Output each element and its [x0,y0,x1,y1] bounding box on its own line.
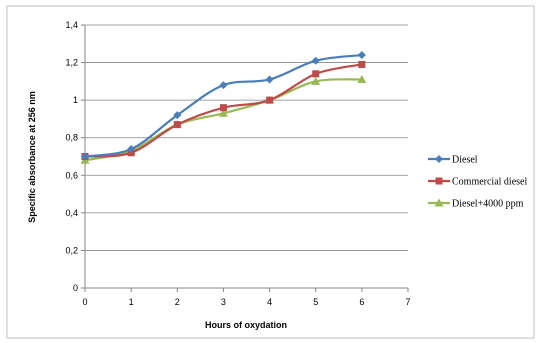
data-point [173,121,181,129]
data-point [219,104,227,112]
y-tick-labels: 0 0,2 0,4 0,6 0,8 1 1,2 1,4 [65,20,85,293]
data-point [218,108,228,117]
x-tick-label: 4 [267,297,272,307]
legend-swatch-marker [434,198,444,207]
x-axis-title: Hours of oxydation [205,320,287,330]
legend-label: Diesel+4000 ppm [452,199,524,210]
y-tick-label: 0,6 [65,170,78,180]
series-diesel [81,51,366,161]
x-tick-label: 6 [359,297,364,307]
legend-label: Diesel [452,155,478,166]
gridlines [85,24,408,251]
data-point [311,56,320,65]
y-axis-title: Specific absorbance at 256 nm [27,91,37,223]
x-tick-label: 3 [221,297,226,307]
data-point [312,70,320,78]
chart-frame [6,5,535,339]
y-tick-label: 0 [73,283,78,293]
y-tick-label: 0,2 [65,245,78,255]
x-tick-label: 2 [175,297,180,307]
y-tick-label: 0,4 [65,208,78,218]
legend: Diesel Commercial diesel Diesel+4000 ppm [428,155,527,210]
data-point [127,144,136,153]
data-point [311,76,321,85]
data-point [357,74,367,83]
x-tick-labels: 0 1 2 3 4 5 6 7 [82,288,411,307]
data-point [266,96,274,104]
y-tick-label: 0,8 [65,133,78,143]
legend-swatch-marker [435,177,443,185]
y-tick-label: 1,4 [65,20,78,30]
legend-item: Diesel [428,155,478,166]
x-tick-label: 0 [82,297,87,307]
data-point [81,152,89,161]
legend-swatch-marker [435,155,443,163]
x-tick-label: 5 [313,297,318,307]
legend-item: Commercial diesel [428,177,527,188]
data-point [173,111,182,120]
data-point [219,81,228,90]
y-tick-label: 1,2 [65,58,78,68]
x-tick-label: 1 [129,297,134,307]
x-tick-label: 7 [405,297,410,307]
data-point [358,60,366,68]
data-point [265,75,274,84]
legend-label: Commercial diesel [452,177,527,188]
y-tick-label: 1 [73,95,78,105]
data-series [80,51,367,164]
legend-item: Diesel+4000 ppm [428,198,524,210]
data-point [357,51,366,60]
